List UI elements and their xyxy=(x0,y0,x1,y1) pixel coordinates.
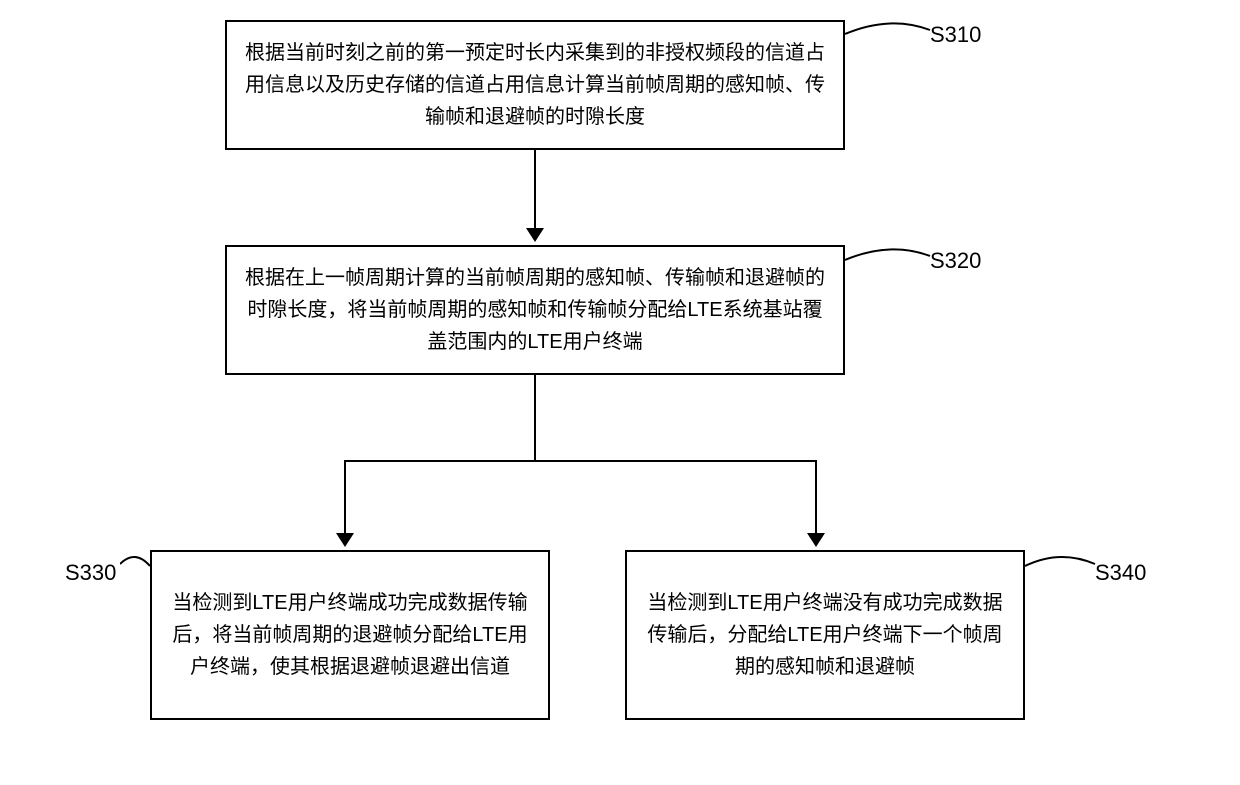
connector-s310-s320 xyxy=(534,150,536,230)
connector-split-s340 xyxy=(815,460,817,535)
label-connector xyxy=(845,246,935,276)
connector-s320-split xyxy=(534,375,536,462)
node-text: 根据在上一帧周期计算的当前帧周期的感知帧、传输帧和退避帧的时隙长度，将当前帧周期… xyxy=(243,262,827,358)
flowchart-container: 根据当前时刻之前的第一预定时长内采集到的非授权频段的信道占用信息以及历史存储的信… xyxy=(0,0,1240,785)
arrow-split-s340 xyxy=(807,533,825,547)
flowchart-node-s320: 根据在上一帧周期计算的当前帧周期的感知帧、传输帧和退避帧的时隙长度，将当前帧周期… xyxy=(225,245,845,375)
arrow-split-s330 xyxy=(336,533,354,547)
flowchart-node-s310: 根据当前时刻之前的第一预定时长内采集到的非授权频段的信道占用信息以及历史存储的信… xyxy=(225,20,845,150)
node-text: 根据当前时刻之前的第一预定时长内采集到的非授权频段的信道占用信息以及历史存储的信… xyxy=(243,37,827,133)
node-text: 当检测到LTE用户终端没有成功完成数据传输后，分配给LTE用户终端下一个帧周期的… xyxy=(643,587,1007,683)
connector-split-horizontal xyxy=(344,460,817,462)
flowchart-node-s330: 当检测到LTE用户终端成功完成数据传输后，将当前帧周期的退避帧分配给LTE用户终… xyxy=(150,550,550,720)
arrow-s310-s320 xyxy=(526,228,544,242)
label-connector xyxy=(1025,552,1100,582)
label-connector xyxy=(845,20,935,50)
connector-split-s330 xyxy=(344,460,346,535)
flowchart-node-s340: 当检测到LTE用户终端没有成功完成数据传输后，分配给LTE用户终端下一个帧周期的… xyxy=(625,550,1025,720)
step-label-s320: S320 xyxy=(930,248,981,274)
step-label-s330: S330 xyxy=(65,560,116,586)
step-label-s310: S310 xyxy=(930,22,981,48)
step-label-s340: S340 xyxy=(1095,560,1146,586)
node-text: 当检测到LTE用户终端成功完成数据传输后，将当前帧周期的退避帧分配给LTE用户终… xyxy=(168,587,532,683)
label-connector xyxy=(120,552,155,582)
